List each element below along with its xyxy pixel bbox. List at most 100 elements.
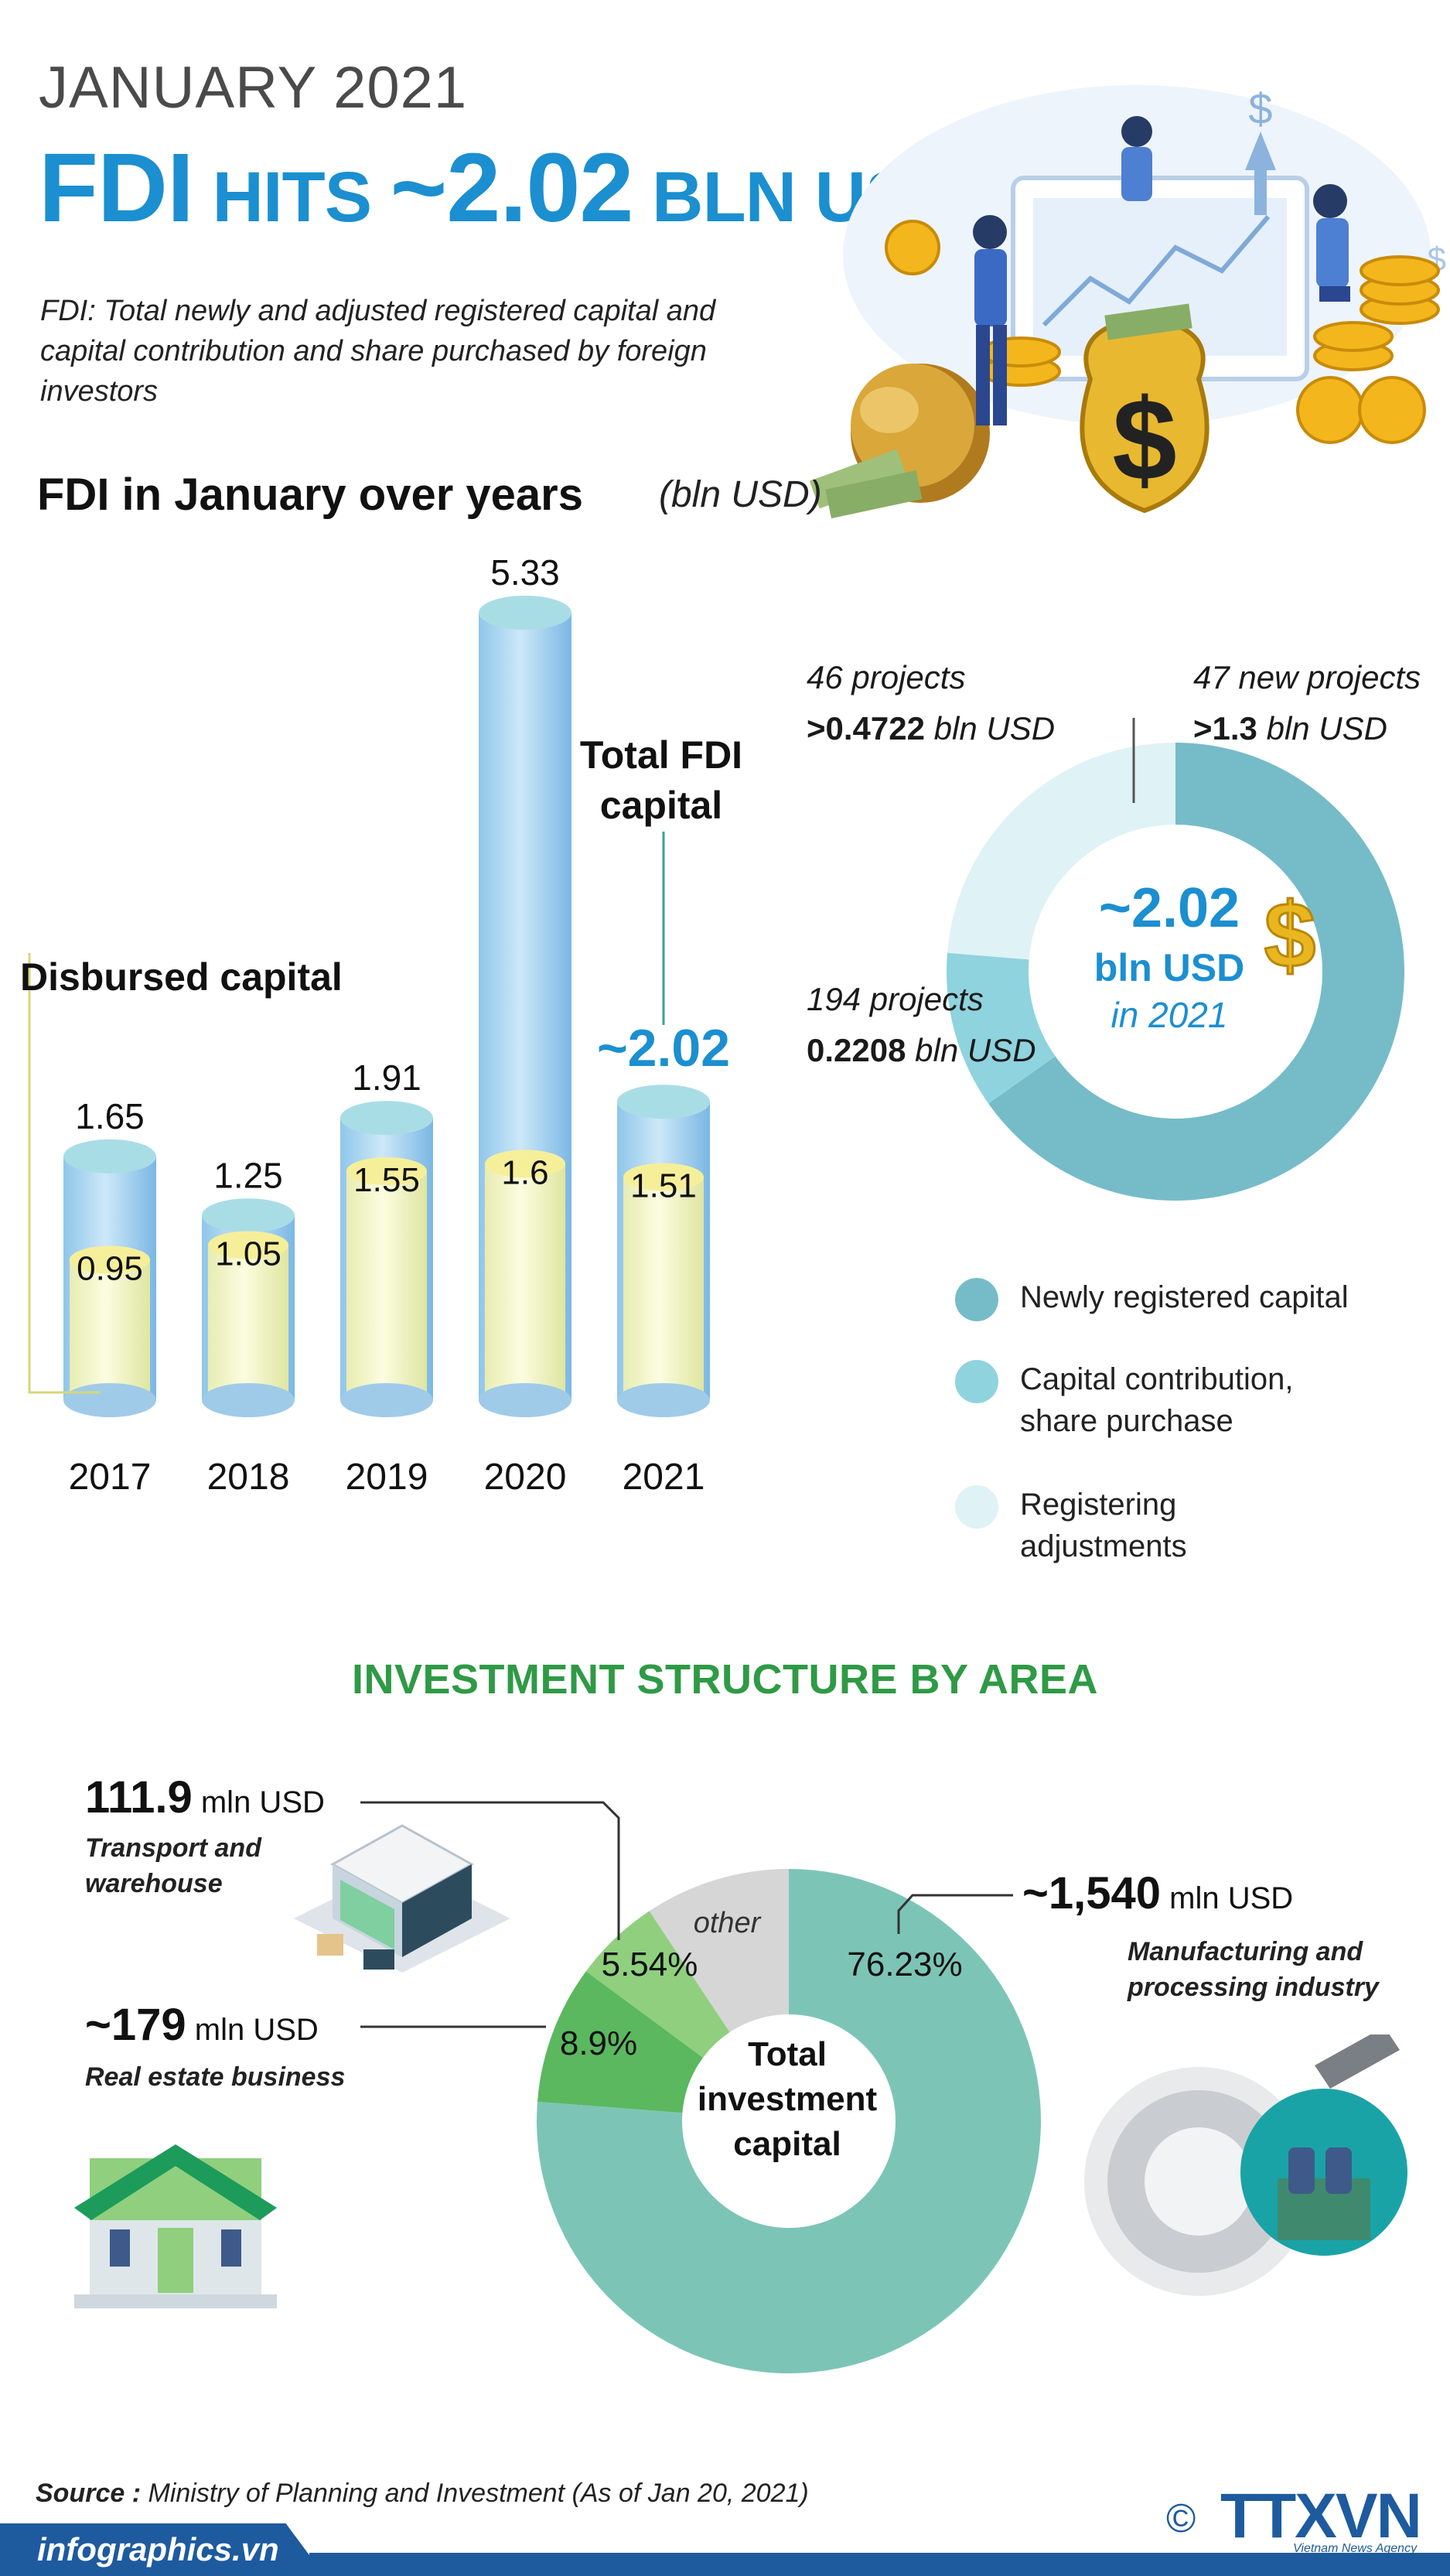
bar-disbursed-label-2020: 1.6 [501, 1153, 548, 1191]
realestate-annotation: ~179 mln USD [85, 1999, 319, 2051]
bar-total-top-2019 [340, 1101, 433, 1136]
bar-total-label-2019: 1.91 [352, 1057, 421, 1098]
source-text: Ministry of Planning and Investment (As … [141, 2479, 809, 2508]
realestate-desc: Real estate business [85, 2062, 346, 2092]
bar-base-2018 [202, 1383, 295, 1417]
bars-group: 1.65 0.95 2017 1.25 1.05 2018 1.91 1.55 2019 5.33… [63, 552, 730, 1498]
legend-dot-contribution [955, 1360, 998, 1403]
x-tick-2017: 2017 [69, 1457, 152, 1498]
adjust-amount-unit: bln USD [925, 710, 1056, 746]
bar-disbursed-label-2018: 1.05 [215, 1235, 281, 1273]
footer-line [309, 2553, 1450, 2576]
transport-unit: mln USD [192, 1785, 325, 1819]
realestate-unit: mln USD [186, 2013, 319, 2047]
manufacturing-leader-line [897, 1894, 1013, 1934]
bar-total-top-2018 [202, 1198, 295, 1233]
legend-registering-adjustments: Registering adjustments [955, 1484, 1252, 1567]
new-amount: >1.3 bln USD [1193, 710, 1387, 747]
ttxvn-logo-sub: Vietnam News Agency [1293, 2542, 1418, 2555]
legend-newly-registered: Newly registered capital [955, 1276, 1391, 1321]
contribution-amount-value: 0.2208 [807, 1032, 906, 1068]
headline-mid: HITS [193, 158, 391, 237]
adjust-amount: >0.4722 bln USD [807, 710, 1055, 747]
ttxvn-logo: TTXVN [1220, 2481, 1422, 2551]
legend-capital-contribution: Capital contribution, share purchase [955, 1358, 1345, 1442]
investors-illustration: $ $ $ [809, 84, 1446, 519]
contribution-amount-unit: bln USD [906, 1032, 1036, 1068]
bar-disbursed-label-2019: 1.55 [353, 1161, 420, 1199]
bar-disbursed-label-2021: 1.51 [630, 1167, 697, 1205]
new-projects-count: 47 new projects [1193, 659, 1421, 695]
legend-label-newly: Newly registered capital [1020, 1280, 1349, 1314]
donut1-hole [1029, 825, 1322, 1119]
contribution-projects: 194 projects [807, 981, 984, 1018]
label-other: other [694, 1907, 762, 1939]
source-note: Source : Ministry of Planning and Invest… [36, 2479, 809, 2509]
bar-base-2017 [63, 1383, 156, 1417]
month-heading: JANUARY 2021 [39, 55, 468, 121]
total-fdi-label-2: capital [600, 784, 722, 827]
transport-annotation: 111.9 mln USD [85, 1771, 325, 1823]
donut2-center-line1: Total [748, 2035, 827, 2073]
x-tick-2018: 2018 [207, 1457, 290, 1498]
bar-base-2020 [479, 1383, 571, 1417]
warehouse-icon [294, 1824, 510, 1973]
bar-disbursed-top-2019 [346, 1156, 427, 1185]
headline-value: ~2.02 [390, 133, 634, 242]
fdi-definition: FDI: Total newly and adjusted registered… [40, 295, 716, 408]
bar-disbursed-top-2018 [208, 1231, 288, 1259]
bar-disbursed-2018 [208, 1245, 288, 1400]
donut2-center-line3: capital [733, 2125, 841, 2163]
transport-desc-2: warehouse [85, 1869, 223, 1898]
manufacturing-unit: mln USD [1161, 1881, 1294, 1915]
bar-disbursed-2017 [70, 1259, 150, 1400]
footer-bar [0, 2523, 325, 2576]
headline: FDI HITS ~2.02 BLN USD [39, 132, 964, 244]
transport-value: 111.9 [85, 1772, 193, 1823]
bar-disbursed-2021 [623, 1177, 704, 1400]
contribution-projects-count: 194 projects [807, 981, 984, 1017]
bar-disbursed-top-2021 [623, 1163, 704, 1191]
bar-disbursed-top-2020 [485, 1150, 565, 1178]
bar-disbursed-2019 [346, 1170, 427, 1400]
total-fdi-label-1: Total FDI [580, 733, 742, 777]
adjust-amount-value: >0.4722 [807, 710, 925, 746]
donut1-center-year: in 2021 [1111, 995, 1228, 1035]
transport-leader-line [360, 1801, 620, 1940]
bar-disbursed-2020 [485, 1163, 565, 1400]
bar-base-2019 [340, 1383, 433, 1417]
label-realestate-percent: 8.9% [560, 2024, 637, 2062]
adjust-projects: 46 projects [807, 659, 965, 696]
legend-label-contribution: Capital contribution, share purchase [1020, 1362, 1294, 1438]
bar-total-top-2021 [617, 1085, 710, 1119]
industry-gear-icon [1084, 2034, 1407, 2296]
new-projects: 47 new projects [1193, 659, 1421, 696]
dollar-coin-icon: $ [1263, 883, 1317, 989]
legend-dot-adjustments [955, 1485, 998, 1529]
manufacturing-value: ~1,540 [1022, 1868, 1162, 1918]
bar-total-label-2020: 5.33 [490, 552, 560, 593]
disbursed-leader-line [28, 953, 101, 1394]
site-link[interactable]: infographics.vn [37, 2531, 279, 2567]
donut2-center-line2: investment [698, 2080, 878, 2118]
new-amount-value: >1.3 [1193, 710, 1257, 746]
house-icon [74, 2144, 277, 2308]
x-tick-2019: 2019 [346, 1457, 428, 1498]
donut1-center-unit: bln USD [1094, 946, 1244, 989]
section-unit: (bln USD) [659, 474, 822, 515]
svg-text:$: $ [1264, 883, 1316, 987]
contribution-amount: 0.2208 bln USD [807, 1032, 1036, 1069]
bar-disbursed-top-2017 [70, 1245, 150, 1274]
bar-total-label-2021: ~2.02 [597, 1019, 730, 1078]
source-label: Source : [36, 2479, 142, 2508]
x-tick-2020: 2020 [484, 1457, 567, 1498]
label-manufacturing-percent: 76.23% [847, 1946, 962, 1983]
copyright-icon: © [1166, 2496, 1196, 2541]
bar-disbursed-label-2017: 0.95 [77, 1250, 143, 1288]
bar-total-top-2017 [63, 1139, 156, 1174]
manufacturing-annotation: ~1,540 mln USD [1022, 1867, 1293, 1919]
investment-structure-donut: Total investment capital 76.23% 8.9% 5.5… [360, 1801, 1041, 2373]
transport-desc-1: Transport and [85, 1833, 261, 1863]
new-amount-unit: bln USD [1257, 710, 1387, 746]
legend-label-adjustments: Registering adjustments [1020, 1488, 1187, 1563]
